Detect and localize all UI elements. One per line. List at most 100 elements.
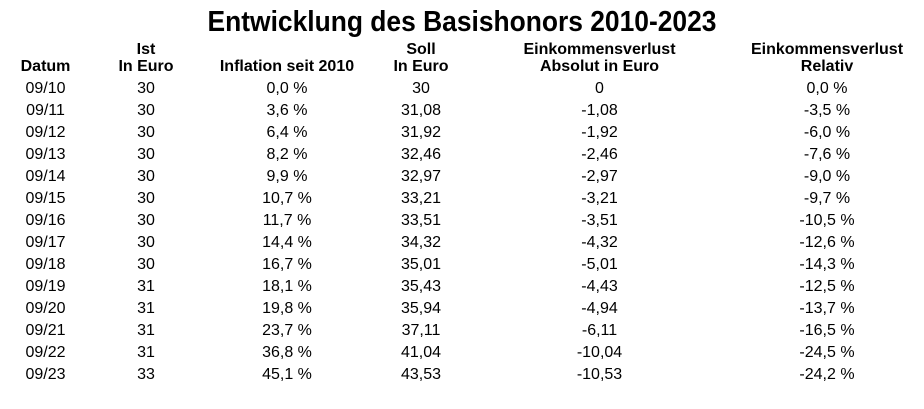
table-cell-soll-in-euro: 32,97 [400, 168, 442, 185]
table-cell-einkommensverlust-absolut: -2,97 [581, 168, 618, 185]
table-row: 09/22 31 36,8 % 41,04 -10,04 -24,5 % [0, 342, 924, 364]
table-row: 09/11 30 3,6 % 31,08 -1,08 -3,5 % [0, 100, 924, 122]
table-cell-inflation-seit-2010: 36,8 % [262, 344, 312, 361]
col-header-einkommensverlust-relativ: Einkommensverlust Relativ [750, 41, 904, 75]
table-cell-soll-in-euro: 35,94 [400, 300, 442, 317]
table-cell-inflation-seit-2010: 10,7 % [262, 190, 312, 207]
table-cell-soll-in-euro: 31,92 [400, 124, 442, 141]
table-cell-datum: 09/16 [25, 212, 66, 229]
table-cell-einkommensverlust-absolut: -10,53 [576, 366, 623, 383]
table-row: 09/23 33 45,1 % 43,53 -10,53 -24,2 % [0, 364, 924, 386]
table-row: 09/12 30 6,4 % 31,92 -1,92 -6,0 % [0, 122, 924, 144]
table-cell-datum: 09/22 [25, 344, 66, 361]
table-cell-einkommensverlust-absolut: -4,32 [581, 234, 618, 251]
table-cell-inflation-seit-2010: 18,1 % [262, 278, 312, 295]
table-cell-soll-in-euro: 43,53 [400, 366, 442, 383]
table-row: 09/19 31 18,1 % 35,43 -4,43 -12,5 % [0, 276, 924, 298]
table-cell-soll-in-euro: 35,01 [400, 256, 442, 273]
table-cell-soll-in-euro: 31,08 [400, 102, 442, 119]
table-cell-einkommensverlust-relativ: -13,7 % [799, 300, 855, 317]
table-cell-ist-in-euro: 31 [137, 300, 155, 317]
table-cell-datum: 09/15 [25, 190, 66, 207]
table-row: 09/15 30 10,7 % 33,21 -3,21 -9,7 % [0, 188, 924, 210]
table-cell-datum: 09/23 [25, 366, 66, 383]
table-cell-einkommensverlust-absolut: -3,21 [581, 190, 618, 207]
table-cell-inflation-seit-2010: 16,7 % [262, 256, 312, 273]
col-header-datum: Datum [20, 58, 71, 75]
table-row: 09/21 31 23,7 % 37,11 -6,11 -16,5 % [0, 320, 924, 342]
table-cell-einkommensverlust-relativ: -12,6 % [799, 234, 855, 251]
table-cell-soll-in-euro: 34,32 [400, 234, 442, 251]
table-cell-ist-in-euro: 31 [137, 278, 155, 295]
table-cell-einkommensverlust-relativ: -24,5 % [799, 344, 855, 361]
table-row: 09/14 30 9,9 % 32,97 -2,97 -9,0 % [0, 166, 924, 188]
col-header-soll-in-euro: Soll In Euro [393, 41, 449, 75]
table-cell-einkommensverlust-absolut: -4,43 [581, 278, 618, 295]
table-cell-soll-in-euro: 33,21 [400, 190, 442, 207]
table-row: 09/17 30 14,4 % 34,32 -4,32 -12,6 % [0, 232, 924, 254]
table-cell-einkommensverlust-absolut: -1,92 [581, 124, 618, 141]
table-cell-datum: 09/17 [25, 234, 66, 251]
table-cell-soll-in-euro: 32,46 [400, 146, 442, 163]
table-cell-datum: 09/12 [25, 124, 66, 141]
data-table: Datum Ist In Euro Inflation seit 2010 So… [0, 34, 924, 386]
table-cell-soll-in-euro: 37,11 [401, 322, 441, 339]
table-body: 09/10 30 0,0 % 30 0 0,0 % 09/11 30 3,6 % 31,08 -1,… [0, 78, 924, 386]
table-row: 09/13 30 8,2 % 32,46 -2,46 -7,6 % [0, 144, 924, 166]
table-cell-ist-in-euro: 33 [137, 366, 155, 383]
table-cell-ist-in-euro: 30 [137, 80, 155, 97]
table-cell-einkommensverlust-relativ: 0,0 % [806, 80, 848, 97]
table-cell-ist-in-euro: 30 [137, 146, 155, 163]
table-cell-inflation-seit-2010: 9,9 % [266, 168, 308, 185]
table-header: Datum Ist In Euro Inflation seit 2010 So… [0, 34, 924, 78]
table-cell-einkommensverlust-relativ: -9,0 % [803, 168, 851, 185]
table-cell-einkommensverlust-relativ: -3,5 % [803, 102, 851, 119]
table-cell-datum: 09/13 [25, 146, 66, 163]
col-header-inflation-seit-2010: Inflation seit 2010 [219, 58, 355, 75]
table-cell-ist-in-euro: 30 [137, 168, 155, 185]
table-cell-ist-in-euro: 30 [137, 190, 155, 207]
table-cell-ist-in-euro: 30 [137, 234, 155, 251]
table-cell-inflation-seit-2010: 45,1 % [262, 366, 312, 383]
table-cell-einkommensverlust-relativ: -24,2 % [799, 366, 855, 383]
table-cell-datum: 09/14 [25, 168, 66, 185]
table-cell-inflation-seit-2010: 0,0 % [266, 80, 308, 97]
table-cell-datum: 09/20 [25, 300, 66, 317]
table-row: 09/20 31 19,8 % 35,94 -4,94 -13,7 % [0, 298, 924, 320]
table-cell-einkommensverlust-absolut: 0 [595, 80, 604, 97]
table-cell-ist-in-euro: 31 [137, 322, 155, 339]
header-row: Datum Ist In Euro Inflation seit 2010 So… [0, 34, 924, 78]
col-header-einkommensverlust-absolut: Einkommensverlust Absolut in Euro [523, 41, 676, 75]
table-cell-inflation-seit-2010: 23,7 % [262, 322, 312, 339]
table-cell-datum: 09/18 [25, 256, 66, 273]
page-title: Entwicklung des Basishonors 2010-2023 [207, 6, 717, 38]
table-cell-ist-in-euro: 30 [137, 256, 155, 273]
table-cell-soll-in-euro: 41,04 [400, 344, 442, 361]
table-cell-einkommensverlust-absolut: -6,11 [581, 322, 618, 339]
table-cell-einkommensverlust-relativ: -9,7 % [803, 190, 851, 207]
table-cell-einkommensverlust-absolut: -5,01 [581, 256, 618, 273]
table-cell-datum: 09/21 [25, 322, 66, 339]
table-cell-soll-in-euro: 35,43 [400, 278, 442, 295]
table-cell-ist-in-euro: 30 [137, 124, 155, 141]
table-cell-einkommensverlust-absolut: -4,94 [581, 300, 618, 317]
table-cell-ist-in-euro: 30 [137, 212, 155, 229]
table-cell-datum: 09/10 [25, 80, 66, 97]
table-cell-inflation-seit-2010: 14,4 % [262, 234, 312, 251]
table-cell-ist-in-euro: 31 [137, 344, 155, 361]
table-cell-einkommensverlust-relativ: -10,5 % [799, 212, 855, 229]
table-cell-einkommensverlust-relativ: -16,5 % [799, 322, 855, 339]
col-header-ist-in-euro: Ist In Euro [118, 41, 174, 75]
table-row: 09/16 30 11,7 % 33,51 -3,51 -10,5 % [0, 210, 924, 232]
table-cell-einkommensverlust-relativ: -14,3 % [799, 256, 855, 273]
table-cell-einkommensverlust-absolut: -2,46 [581, 146, 618, 163]
table-cell-inflation-seit-2010: 3,6 % [266, 102, 308, 119]
table-cell-inflation-seit-2010: 19,8 % [262, 300, 312, 317]
table-cell-soll-in-euro: 30 [412, 80, 430, 97]
table-cell-ist-in-euro: 30 [137, 102, 155, 119]
table-cell-datum: 09/19 [25, 278, 66, 295]
table-row: 09/10 30 0,0 % 30 0 0,0 % [0, 78, 924, 100]
table-cell-einkommensverlust-relativ: -7,6 % [803, 146, 851, 163]
table-cell-einkommensverlust-relativ: -6,0 % [803, 124, 851, 141]
